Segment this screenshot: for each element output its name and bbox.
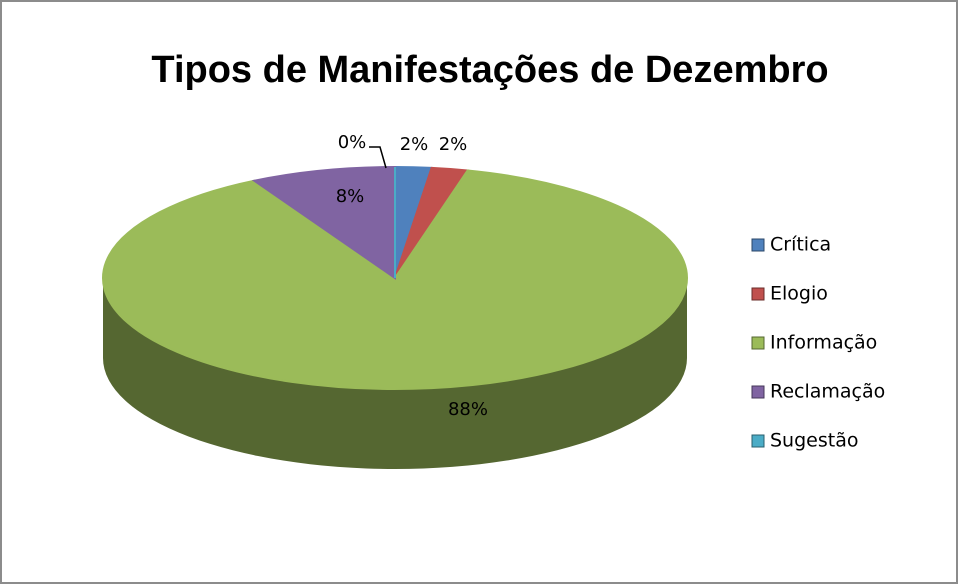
pie-side [103, 278, 687, 469]
data-label: 8% [336, 186, 365, 207]
legend: Crítica Elogio Informação Reclamação Sugestã… [751, 234, 885, 452]
data-label: 0% [338, 132, 367, 153]
legend-label: Elogio [770, 283, 828, 305]
legend-swatch [751, 336, 765, 350]
legend-label: Crítica [770, 234, 831, 256]
legend-swatch [751, 238, 765, 252]
legend-label: Sugestão [770, 430, 858, 452]
chart-title: Tipos de Manifestações de Dezembro [151, 49, 828, 91]
legend-swatch [751, 287, 765, 301]
legend-swatch [751, 434, 765, 448]
data-label: 2% [439, 134, 468, 155]
legend-label: Informação [770, 332, 877, 354]
pie: 2% 2% 88% 8% 0% [102, 132, 688, 469]
legend-swatch [751, 385, 765, 399]
pie-slice [251, 165, 396, 280]
legend-label: Reclamação [770, 381, 885, 403]
data-label: 2% [400, 134, 429, 155]
leader-line [369, 146, 387, 169]
data-label: 88% [448, 399, 488, 420]
pie-slice [102, 169, 688, 390]
